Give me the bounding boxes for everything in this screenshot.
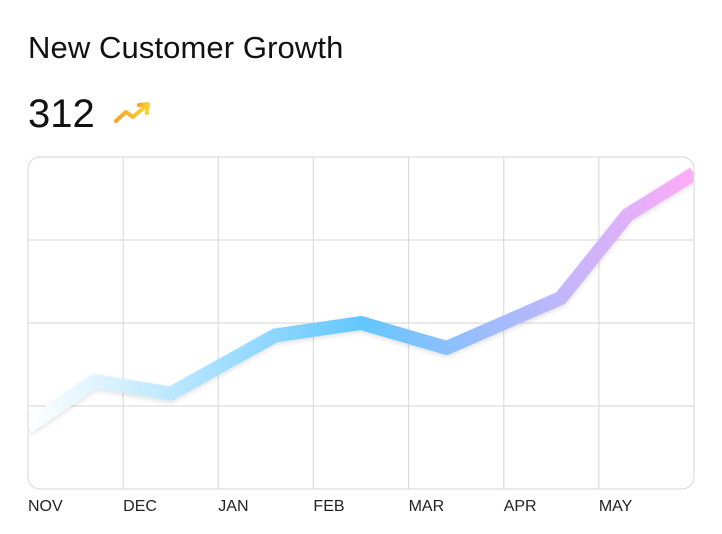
x-tick-label: MAY (599, 498, 633, 515)
x-tick-label: NOV (28, 498, 63, 515)
x-tick-label: MAR (409, 498, 445, 515)
x-tick-label: JAN (218, 498, 248, 515)
growth-line-chart: NOV DEC JAN FEB MAR APR MAY (0, 150, 722, 534)
x-tick-label: FEB (313, 498, 344, 515)
chart-canvas: NOV DEC JAN FEB MAR APR MAY (27, 156, 695, 515)
chart-title: New Customer Growth (28, 30, 344, 65)
x-axis-ticks: NOV DEC JAN FEB MAR APR MAY (28, 498, 633, 515)
series-line-0 (28, 167, 694, 433)
trending-up-icon (113, 99, 153, 129)
series-layer (28, 167, 694, 433)
x-tick-label: DEC (123, 498, 157, 515)
plot-frame (27, 156, 695, 490)
kpi-summary: 312 (28, 90, 153, 138)
x-tick-label: APR (504, 498, 537, 515)
kpi-value: 312 (28, 92, 95, 136)
